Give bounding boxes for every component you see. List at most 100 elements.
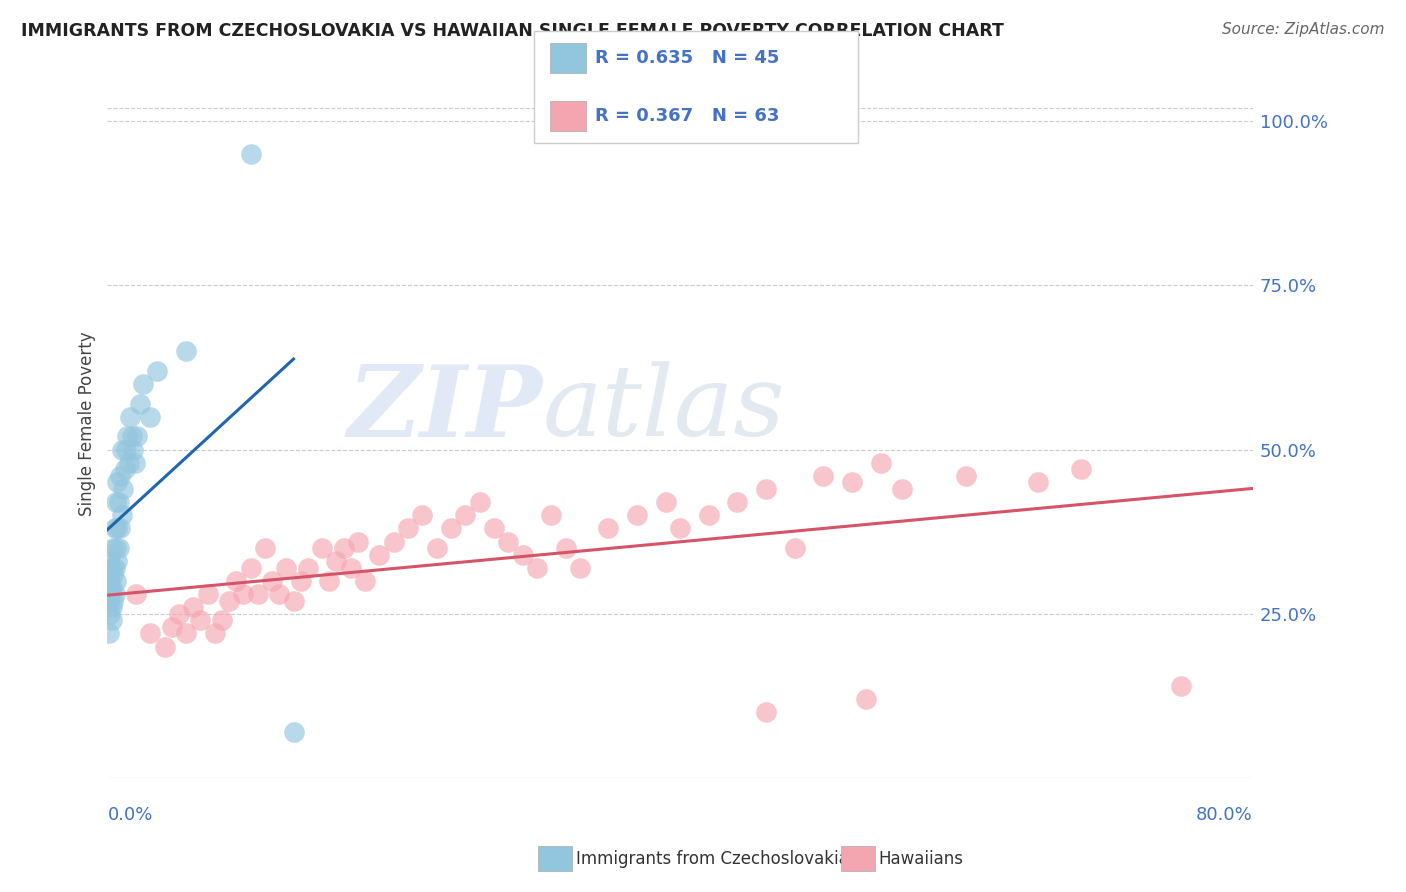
Point [755, 482, 778, 496]
Point [468, 495, 491, 509]
Point [103, 561, 125, 575]
Point [211, 613, 233, 627]
Point [153, 640, 176, 654]
Point [498, 534, 520, 549]
Point [855, 692, 877, 706]
Point [1170, 679, 1192, 693]
Text: 0.0%: 0.0% [107, 806, 153, 824]
Text: atlas: atlas [543, 361, 786, 457]
Point [260, 574, 283, 588]
Point [697, 508, 720, 523]
Point [118, 456, 141, 470]
Point [146, 364, 169, 378]
Text: IMMIGRANTS FROM CZECHOSLOVAKIA VS HAWAIIAN SINGLE FEMALE POVERTY CORRELATION CHA: IMMIGRANTS FROM CZECHOSLOVAKIA VS HAWAII… [21, 22, 1004, 40]
Point [97, 626, 120, 640]
Point [117, 429, 139, 443]
Point [104, 541, 127, 555]
Point [655, 495, 678, 509]
Point [783, 541, 806, 555]
Point [100, 600, 122, 615]
Point [396, 521, 419, 535]
Point [107, 475, 129, 490]
Point [311, 541, 333, 555]
Point [120, 409, 142, 424]
Point [669, 521, 692, 535]
Point [139, 626, 162, 640]
Point [98, 607, 121, 621]
Text: 80.0%: 80.0% [1197, 806, 1253, 824]
Point [955, 468, 977, 483]
Point [283, 593, 305, 607]
Point [1070, 462, 1092, 476]
Point [598, 521, 620, 535]
Y-axis label: Single Female Poverty: Single Female Poverty [79, 331, 96, 516]
Point [103, 521, 125, 535]
Point [110, 521, 132, 535]
Point [132, 376, 155, 391]
Point [167, 607, 190, 621]
Point [114, 462, 136, 476]
Point [276, 561, 298, 575]
Point [725, 495, 748, 509]
Point [110, 468, 132, 483]
Point [108, 495, 131, 509]
Point [121, 429, 143, 443]
Point [869, 456, 891, 470]
Point [104, 495, 127, 509]
Point [107, 521, 129, 535]
Point [125, 587, 148, 601]
Point [98, 554, 121, 568]
Point [97, 593, 120, 607]
Point [526, 561, 548, 575]
Point [101, 541, 124, 555]
Point [139, 409, 162, 424]
Point [190, 613, 212, 627]
Point [426, 541, 449, 555]
Point [568, 561, 591, 575]
Point [225, 574, 247, 588]
Point [98, 587, 121, 601]
Point [283, 725, 305, 739]
Point [122, 442, 145, 457]
Point [174, 626, 197, 640]
Point [540, 508, 562, 523]
Point [269, 587, 291, 601]
Point [100, 581, 122, 595]
Point [554, 541, 576, 555]
Point [111, 508, 134, 523]
Point [482, 521, 505, 535]
Point [108, 541, 131, 555]
Point [339, 561, 361, 575]
Point [181, 600, 204, 615]
Point [197, 587, 219, 601]
Point [204, 626, 226, 640]
Point [218, 593, 240, 607]
Point [160, 620, 183, 634]
Point [755, 706, 778, 720]
Point [626, 508, 648, 523]
Point [246, 587, 269, 601]
Text: R = 0.367   N = 63: R = 0.367 N = 63 [595, 107, 779, 125]
Point [127, 429, 149, 443]
Text: ZIP: ZIP [347, 361, 543, 458]
Point [512, 548, 534, 562]
Point [382, 534, 405, 549]
Point [325, 554, 347, 568]
Point [239, 561, 262, 575]
Point [100, 613, 122, 627]
Point [101, 593, 124, 607]
Text: Immigrants from Czechoslovakia: Immigrants from Czechoslovakia [576, 849, 849, 868]
Point [297, 561, 319, 575]
Point [290, 574, 312, 588]
Point [454, 508, 477, 523]
Point [368, 548, 391, 562]
Text: Source: ZipAtlas.com: Source: ZipAtlas.com [1222, 22, 1385, 37]
Point [813, 468, 835, 483]
Point [318, 574, 340, 588]
Text: R = 0.635   N = 45: R = 0.635 N = 45 [595, 49, 779, 67]
Point [100, 561, 122, 575]
Point [239, 147, 262, 161]
Point [107, 554, 129, 568]
Point [129, 396, 152, 410]
Point [104, 574, 127, 588]
